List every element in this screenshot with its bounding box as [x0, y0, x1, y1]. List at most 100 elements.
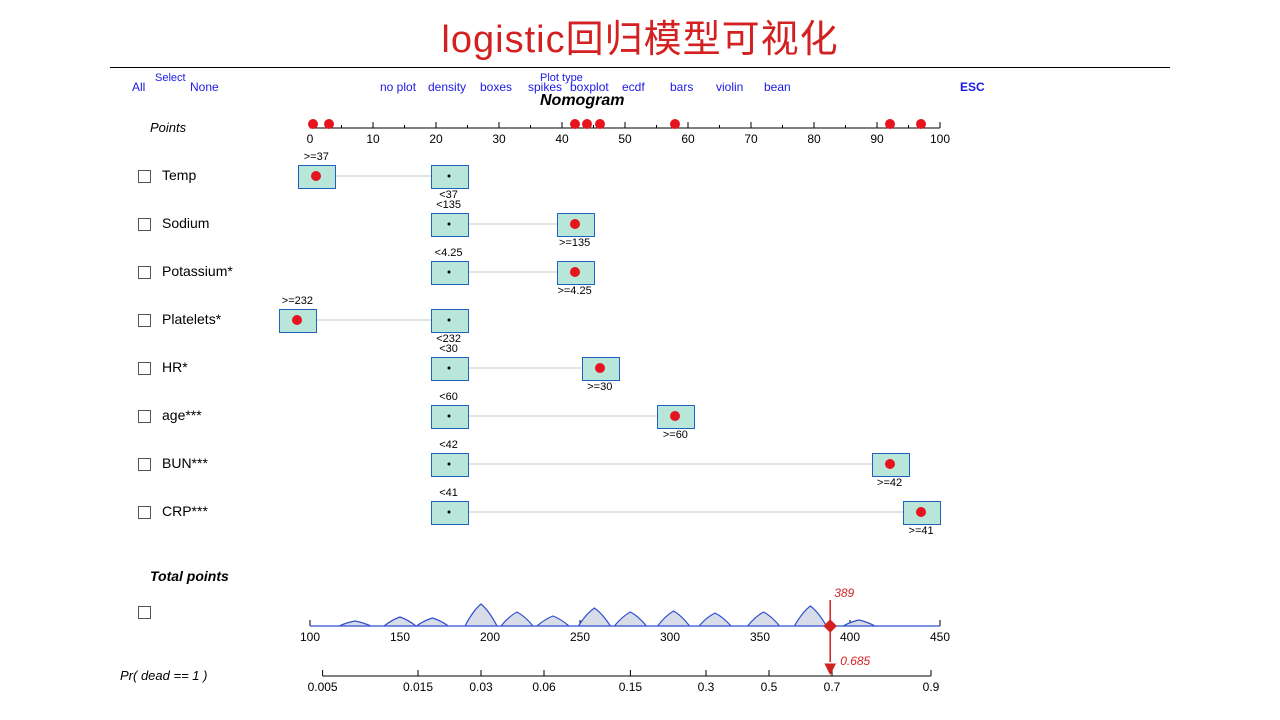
- var-checkbox-2[interactable]: [138, 266, 151, 279]
- points-marker: [308, 119, 318, 129]
- tp-tick: 250: [570, 630, 590, 644]
- points-marker: [670, 119, 680, 129]
- var-checkbox-0[interactable]: [138, 170, 151, 183]
- var-val-label: >=135: [559, 237, 590, 249]
- var-small-dot: [447, 367, 450, 370]
- chart-title: Nomogram: [540, 92, 624, 110]
- var-val-label: <41: [439, 487, 458, 499]
- plot-type-violin[interactable]: violin: [716, 80, 743, 94]
- var-small-dot: [447, 463, 450, 466]
- plot-type-boxes[interactable]: boxes: [480, 80, 512, 94]
- var-checkbox-1[interactable]: [138, 218, 151, 231]
- var-checkbox-6[interactable]: [138, 458, 151, 471]
- pr-tick: 0.7: [824, 680, 841, 694]
- pr-axis-label: Pr( dead == 1 ): [120, 668, 207, 683]
- var-red-dot: [595, 363, 605, 373]
- tp-marker-value: 389: [834, 586, 854, 600]
- var-red-dot: [916, 507, 926, 517]
- plot-type-density[interactable]: density: [428, 80, 466, 94]
- var-label-0: Temp: [162, 167, 196, 183]
- var-label-6: BUN***: [162, 455, 208, 471]
- var-val-label: >=30: [587, 381, 612, 393]
- var-label-2: Potassium*: [162, 263, 233, 279]
- var-checkbox-7[interactable]: [138, 506, 151, 519]
- tp-tick: 300: [660, 630, 680, 644]
- var-small-dot: [447, 175, 450, 178]
- pr-tick: 0.15: [619, 680, 642, 694]
- select-all-link[interactable]: All: [132, 80, 145, 94]
- plot-type-bean[interactable]: bean: [764, 80, 791, 94]
- nomogram-chart: SelectAllNonePlot typeno plotdensityboxe…: [110, 67, 1170, 708]
- var-val-label: >=4.25: [557, 285, 591, 297]
- points-marker: [582, 119, 592, 129]
- var-val-label: <60: [439, 391, 458, 403]
- var-red-dot: [292, 315, 302, 325]
- var-small-dot: [447, 415, 450, 418]
- points-tick: 80: [807, 132, 820, 146]
- var-red-dot: [670, 411, 680, 421]
- pr-tick: 0.06: [532, 680, 555, 694]
- var-label-7: CRP***: [162, 503, 208, 519]
- pr-tick: 0.005: [308, 680, 338, 694]
- page-title: logistic回归模型可视化: [0, 0, 1280, 63]
- var-small-dot: [447, 511, 450, 514]
- plot-type-bars[interactable]: bars: [670, 80, 693, 94]
- var-val-label: >=42: [877, 477, 902, 489]
- points-tick: 30: [492, 132, 505, 146]
- points-marker: [916, 119, 926, 129]
- total-checkbox[interactable]: [138, 606, 151, 619]
- var-checkbox-5[interactable]: [138, 410, 151, 423]
- var-val-label: >=37: [304, 151, 329, 163]
- tp-tick: 100: [300, 630, 320, 644]
- total-points-label: Total points: [150, 568, 229, 584]
- points-axis-label: Points: [150, 120, 186, 135]
- tp-tick: 350: [750, 630, 770, 644]
- tp-tick: 450: [930, 630, 950, 644]
- pr-tick: 0.03: [469, 680, 492, 694]
- var-label-1: Sodium: [162, 215, 209, 231]
- var-val-label: >=60: [663, 429, 688, 441]
- plot-type-ecdf[interactable]: ecdf: [622, 80, 645, 94]
- tp-tick: 200: [480, 630, 500, 644]
- var-val-label: >=232: [282, 295, 313, 307]
- select-label: Select: [155, 72, 186, 84]
- pr-tick: 0.9: [923, 680, 940, 694]
- var-val-label: >=41: [909, 525, 934, 537]
- var-small-dot: [447, 223, 450, 226]
- points-tick: 40: [555, 132, 568, 146]
- points-tick: 20: [429, 132, 442, 146]
- points-marker: [595, 119, 605, 129]
- points-tick: 90: [870, 132, 883, 146]
- points-tick: 10: [366, 132, 379, 146]
- tp-tick: 400: [840, 630, 860, 644]
- var-label-4: HR*: [162, 359, 188, 375]
- var-val-label: <42: [439, 439, 458, 451]
- var-red-dot: [570, 267, 580, 277]
- var-red-dot: [311, 171, 321, 181]
- points-marker: [324, 119, 334, 129]
- points-tick: 70: [744, 132, 757, 146]
- pr-tick: 0.015: [403, 680, 433, 694]
- var-red-dot: [885, 459, 895, 469]
- points-marker: [570, 119, 580, 129]
- tp-tick: 150: [390, 630, 410, 644]
- var-label-3: Platelets*: [162, 311, 221, 327]
- var-red-dot: [570, 219, 580, 229]
- plot-type-noplot[interactable]: no plot: [380, 80, 416, 94]
- var-checkbox-3[interactable]: [138, 314, 151, 327]
- var-val-label: <135: [436, 199, 461, 211]
- points-tick: 60: [681, 132, 694, 146]
- select-none-link[interactable]: None: [190, 80, 219, 94]
- points-tick: 50: [618, 132, 631, 146]
- var-small-dot: [447, 319, 450, 322]
- esc-link[interactable]: ESC: [960, 80, 985, 94]
- var-val-label: <30: [439, 343, 458, 355]
- points-marker: [885, 119, 895, 129]
- var-label-5: age***: [162, 407, 202, 423]
- var-checkbox-4[interactable]: [138, 362, 151, 375]
- pr-tick: 0.3: [698, 680, 715, 694]
- pr-tick: 0.5: [761, 680, 778, 694]
- points-tick: 0: [307, 132, 314, 146]
- var-small-dot: [447, 271, 450, 274]
- var-val-label: <4.25: [435, 247, 463, 259]
